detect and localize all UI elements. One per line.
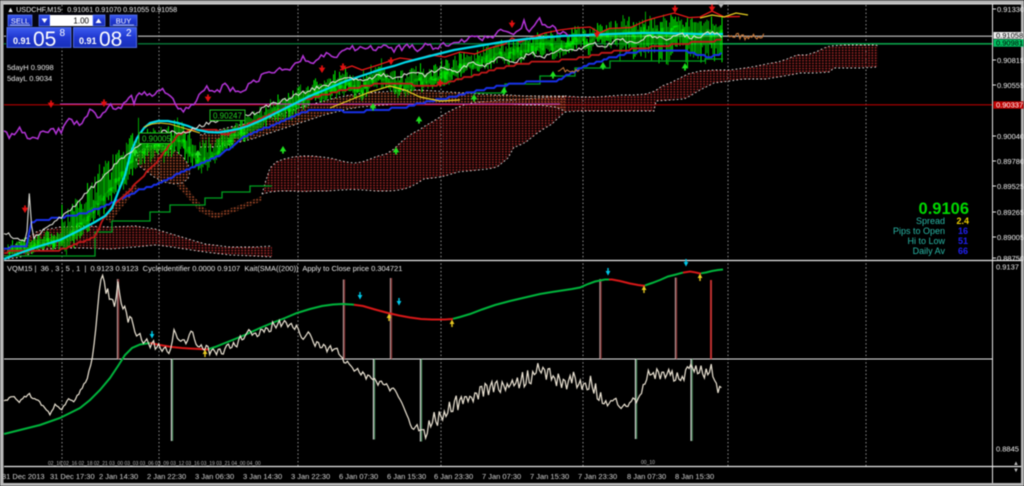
svg-text:0.90981: 0.90981 — [996, 39, 1023, 48]
svg-text:▼: ▼ — [1013, 468, 1019, 474]
svg-text:5dayH 0.9098: 5dayH 0.9098 — [7, 63, 54, 72]
svg-text:0.90040: 0.90040 — [997, 132, 1024, 141]
svg-text:0.90555: 0.90555 — [997, 81, 1024, 90]
svg-text:Hi to Low: Hi to Low — [907, 236, 945, 246]
svg-text:0.90005: 0.90005 — [142, 135, 171, 144]
svg-text:▲ USDCHF,M15 0.91061 0.91070: ▲ USDCHF,M15 0.91061 0.91070 0.91055 0.9… — [7, 5, 177, 14]
svg-text:0.89005: 0.89005 — [997, 233, 1024, 242]
svg-text:51: 51 — [958, 236, 968, 246]
svg-text:02_16 02_16 02_18 02_21 03_00: 02_16 02_16 02_18 02_21 03_00 03_03 03_0… — [48, 461, 261, 467]
svg-text:00_10: 00_10 — [641, 460, 655, 466]
svg-text:7 Jan 15:30: 7 Jan 15:30 — [530, 472, 569, 481]
svg-text:0.90247: 0.90247 — [213, 112, 242, 121]
svg-text:16: 16 — [958, 226, 968, 236]
svg-text:3 Jan 14:30: 3 Jan 14:30 — [243, 472, 282, 481]
svg-text:7 Jan 07:30: 7 Jan 07:30 — [482, 472, 521, 481]
svg-text:8 Jan 07:30: 8 Jan 07:30 — [627, 472, 666, 481]
svg-text:SELL: SELL — [11, 17, 29, 26]
svg-text:0.89780: 0.89780 — [997, 157, 1024, 166]
svg-text:3 Jan 06:30: 3 Jan 06:30 — [195, 472, 234, 481]
svg-text:0.9137: 0.9137 — [996, 263, 1019, 272]
svg-text:0.91058: 0.91058 — [996, 31, 1023, 40]
svg-text:31 Dec 2013: 31 Dec 2013 — [2, 472, 45, 481]
svg-text:0.8845: 0.8845 — [996, 445, 1019, 454]
svg-text:0.9106: 0.9106 — [919, 200, 969, 218]
svg-text:▲: ▲ — [1013, 461, 1019, 467]
svg-text:2.4: 2.4 — [956, 216, 969, 226]
svg-text:3 Jan 22:30: 3 Jan 22:30 — [291, 472, 330, 481]
svg-text:0.89265: 0.89265 — [997, 208, 1024, 217]
svg-text:7 Jan 23:30: 7 Jan 23:30 — [578, 472, 617, 481]
svg-text:6 Jan 07:30: 6 Jan 07:30 — [339, 472, 378, 481]
svg-text:Spread: Spread — [916, 216, 945, 226]
svg-text:1.00: 1.00 — [73, 17, 89, 26]
svg-text:0.90337: 0.90337 — [996, 101, 1023, 110]
svg-text:66: 66 — [958, 246, 968, 256]
svg-text:05: 05 — [33, 28, 56, 51]
svg-text:Daily Av: Daily Av — [913, 246, 946, 256]
svg-text:5dayL 0.9034: 5dayL 0.9034 — [7, 74, 52, 83]
svg-text:VQM15 | 36 , 3 , 5 , 1 | 0.: VQM15 | 36 , 3 , 5 , 1 | 0.9123 0.9123 C… — [7, 264, 402, 273]
svg-text:31 Dec 17:30: 31 Dec 17:30 — [50, 472, 95, 481]
svg-text:2: 2 — [126, 28, 132, 39]
svg-text:2 Jan 14:30: 2 Jan 14:30 — [99, 472, 138, 481]
svg-text:0.88750: 0.88750 — [997, 254, 1024, 263]
svg-text:2 Jan 22:30: 2 Jan 22:30 — [147, 472, 186, 481]
svg-text:0.90815: 0.90815 — [997, 56, 1024, 65]
svg-text:8 Jan 15:30: 8 Jan 15:30 — [675, 472, 714, 481]
svg-text:08: 08 — [99, 28, 122, 51]
svg-text:0.89525: 0.89525 — [997, 182, 1024, 191]
svg-text:0.91: 0.91 — [13, 36, 31, 46]
svg-text:0.91: 0.91 — [79, 36, 97, 46]
svg-text:8: 8 — [60, 28, 66, 39]
svg-text:0.91330: 0.91330 — [997, 5, 1024, 14]
svg-text:Pips to Open: Pips to Open — [893, 226, 945, 236]
svg-text:6 Jan 15:30: 6 Jan 15:30 — [387, 472, 426, 481]
svg-text:BUY: BUY — [116, 17, 131, 26]
svg-text:6 Jan 23:30: 6 Jan 23:30 — [434, 472, 473, 481]
